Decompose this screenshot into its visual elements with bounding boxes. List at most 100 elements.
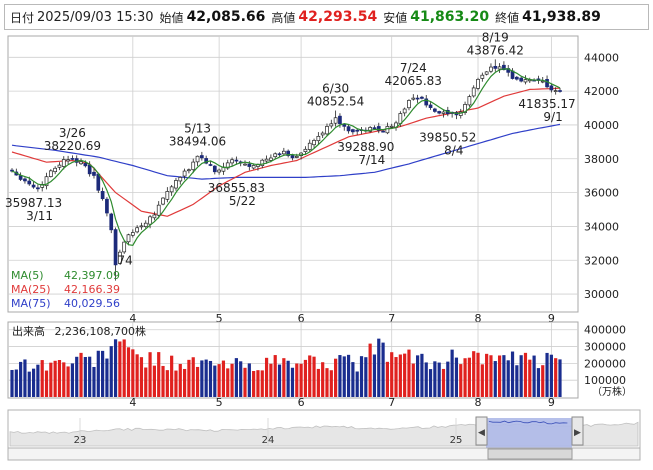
candle [156,201,161,219]
volume-bar [480,364,484,397]
volume-bar [195,366,200,397]
navigator-left-handle-box[interactable] [475,416,488,446]
candle-body [113,229,118,266]
navigator-x-tick-label: 25 [450,435,463,446]
volume-bar [532,355,536,397]
candle-body [441,111,446,114]
low-label: 安値 [383,10,408,25]
volume-bar [424,362,428,397]
candlesticks [10,59,562,281]
legend-label: MA(25) [11,283,51,296]
volume-bar [299,363,303,397]
volume-bar [105,358,109,397]
candle-body [346,126,351,132]
volume-bar [446,361,450,397]
candle [553,87,558,95]
candle-body [191,161,196,171]
candle [152,211,157,221]
candle-body [277,153,282,156]
candle-body [480,74,485,79]
volume-bar [191,357,195,397]
candle [178,176,183,185]
candle [355,128,360,135]
candle-body [161,197,165,205]
candle [333,110,338,127]
legend-item: MA(5) 42,397.09 [11,269,120,282]
candle [558,88,562,93]
volume-bar [441,368,446,397]
candle-body [70,158,75,160]
annotation-value: 43876.42 [467,43,524,57]
volume-bar [463,358,467,397]
candle [493,59,498,72]
price-panel-frame [7,35,579,313]
volume-bar [549,354,553,397]
candle-body [523,79,528,83]
volume-bar [403,353,407,397]
volume-bar [554,358,558,397]
legend-item: MA(25) 42,166.39 [11,283,120,296]
navigator-scrollbar-track[interactable] [7,447,641,461]
candle [92,169,96,179]
candle-body [57,164,62,168]
candle-body [415,97,420,100]
candle-body [463,104,467,113]
volume-bar [135,354,139,397]
candle [480,72,485,82]
volume-bar [437,362,441,397]
candle [169,184,174,196]
volume-bar [411,363,415,397]
candle-body [489,66,493,72]
volume-y-tick-label: 300000 [584,341,626,354]
volume-bar [70,363,75,397]
volume-bar [355,371,359,397]
candle-body [545,79,549,88]
candle [126,233,131,246]
candle-body [165,191,170,200]
candle-body [372,127,377,130]
candle [549,84,554,93]
annotation-date: 7/24 [400,61,427,75]
candle [148,214,152,229]
candle [484,71,489,76]
volume-bar [325,368,329,397]
navigator-right-handle[interactable]: ▶ [571,416,584,446]
candle [44,172,49,190]
candle-body [433,108,437,112]
candle-body [476,78,480,89]
volume-bar [351,362,355,397]
navigator-x-axis: 23 24 25 [74,418,463,446]
candle [118,249,122,265]
candle-body [411,97,416,100]
volume-bar [182,368,187,397]
volume-bar [420,353,424,397]
candle-body [385,126,390,134]
candle-body [143,222,148,227]
navigator-right-handle-box[interactable] [571,416,584,446]
candle [200,151,204,161]
volume-bar [247,363,251,397]
volume-bar [187,359,191,397]
volume-bar [515,365,519,397]
navigator-scrollbar-thumb[interactable] [487,448,573,460]
volume-bar [528,359,532,397]
candle-body [182,170,187,177]
candle-body [437,111,442,114]
candle-body [79,161,83,165]
navigator-left-handle[interactable]: ◀ [475,416,488,446]
volume-y-tick-label: 200000 [584,357,626,370]
candle-body [152,214,157,219]
candle [407,99,411,111]
candle-body [200,155,204,159]
candle [497,63,502,73]
volume-bar [109,346,113,397]
volume-bar [256,370,260,397]
candle-body [273,153,278,158]
datetime-value: 2025/09/03 15:30 [37,9,154,25]
arrow-right-icon: ▶ [574,428,581,438]
volume-bar [338,355,342,397]
volume-bar [217,364,221,397]
open-value: 42,085.66 [186,9,266,25]
volume-bar [303,359,308,397]
